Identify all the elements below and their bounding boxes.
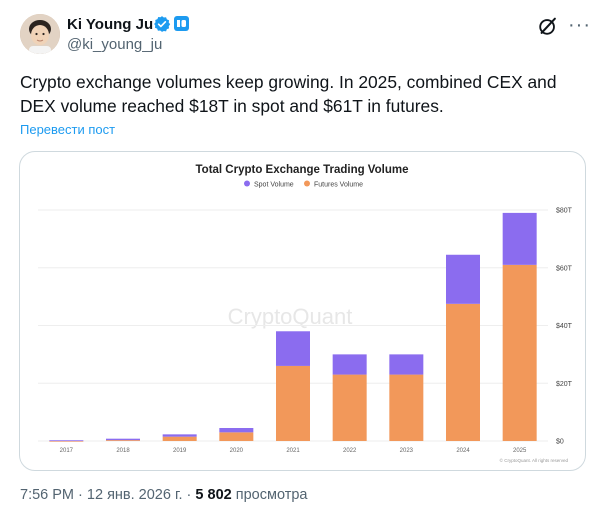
- bar-futures-2024: [446, 303, 480, 441]
- grok-icon[interactable]: [537, 15, 559, 37]
- legend-label-futures: Futures Volume: [314, 182, 363, 189]
- more-options-icon[interactable]: ···: [568, 14, 591, 36]
- x-tick-label: 2025: [513, 448, 527, 454]
- chart-legend: Spot Volume Futures Volume: [244, 180, 363, 189]
- bar-spot-2022: [332, 354, 367, 375]
- x-tick-label: 2023: [400, 448, 414, 454]
- bar-futures-2021: [276, 365, 310, 441]
- affiliate-badge-icon[interactable]: [174, 16, 189, 31]
- meta-separator: ·: [78, 487, 83, 503]
- author-name[interactable]: Ki Young Ju: [67, 16, 154, 33]
- bar-futures-2020: [219, 432, 254, 441]
- bar-spot-2025: [502, 212, 537, 265]
- y-tick-label: $40T: [556, 323, 573, 330]
- verified-badge-icon[interactable]: [153, 15, 171, 33]
- chart-svg: Total Crypto Exchange Trading Volume Spo…: [38, 164, 573, 463]
- bar-spot-2019: [162, 434, 197, 437]
- x-tick-label: 2019: [173, 448, 187, 454]
- bar-futures-2025: [502, 264, 537, 441]
- x-tick-label: 2022: [343, 448, 357, 454]
- y-tick-label: $0: [556, 439, 564, 446]
- bar-spot-2017: [49, 440, 84, 442]
- chart-footnote: © CryptoQuant. All rights reserved: [500, 457, 569, 463]
- chart-x-axis: 2017 2018 2019 2020 2021 2022 2023 2024 2025: [60, 448, 527, 454]
- bar-spot-2024: [446, 254, 480, 304]
- meta-separator-2: ·: [186, 487, 192, 503]
- x-tick-label: 2020: [230, 448, 244, 454]
- media-card[interactable]: Total Crypto Exchange Trading Volume Spo…: [19, 151, 586, 471]
- x-tick-label: 2021: [286, 448, 300, 454]
- bar-spot-2018: [106, 438, 140, 441]
- bar-futures-2018: [106, 440, 140, 441]
- author-handle[interactable]: @ki_young_ju: [67, 36, 163, 53]
- tweet-meta: 7:56 PM · 12 янв. 2026 г. · 5 802 просмо…: [20, 487, 307, 503]
- bar-spot-2020: [219, 428, 254, 433]
- chart-y-axis: $0 $20T $40T $60T $80T: [556, 208, 573, 446]
- bar-futures-2022: [332, 374, 367, 441]
- legend-swatch-spot: [244, 180, 250, 187]
- tweet-text: Crypto exchange volumes keep growing. In…: [20, 72, 557, 116]
- x-tick-label: 2017: [60, 448, 74, 454]
- author-avatar[interactable]: [20, 14, 60, 54]
- bar-futures-2023: [389, 374, 424, 441]
- x-tick-label: 2024: [456, 448, 470, 454]
- bar-futures-2019: [162, 436, 197, 441]
- chart-watermark: CryptoQuant: [228, 304, 353, 329]
- y-tick-label: $60T: [556, 265, 573, 272]
- translate-post-link[interactable]: Перевести пост: [20, 122, 116, 137]
- chart-bars: [49, 212, 537, 442]
- legend-label-spot: Spot Volume: [254, 182, 294, 189]
- y-tick-label: $80T: [556, 208, 573, 215]
- bar-spot-2023: [389, 354, 424, 375]
- chart-title: Total Crypto Exchange Trading Volume: [196, 164, 409, 176]
- x-tick-label: 2018: [116, 448, 130, 454]
- legend-swatch-futures: [304, 180, 310, 187]
- y-tick-label: $20T: [556, 381, 573, 388]
- bar-futures-2017: [49, 440, 84, 442]
- tweet-time[interactable]: 7:56 PM: [20, 487, 74, 503]
- avatar-portrait: [20, 14, 60, 54]
- bar-spot-2021: [276, 331, 310, 366]
- views-count: 5 802: [195, 487, 232, 503]
- tweet-date[interactable]: 12 янв. 2026 г.: [86, 487, 183, 503]
- views-label: просмотра: [235, 487, 308, 503]
